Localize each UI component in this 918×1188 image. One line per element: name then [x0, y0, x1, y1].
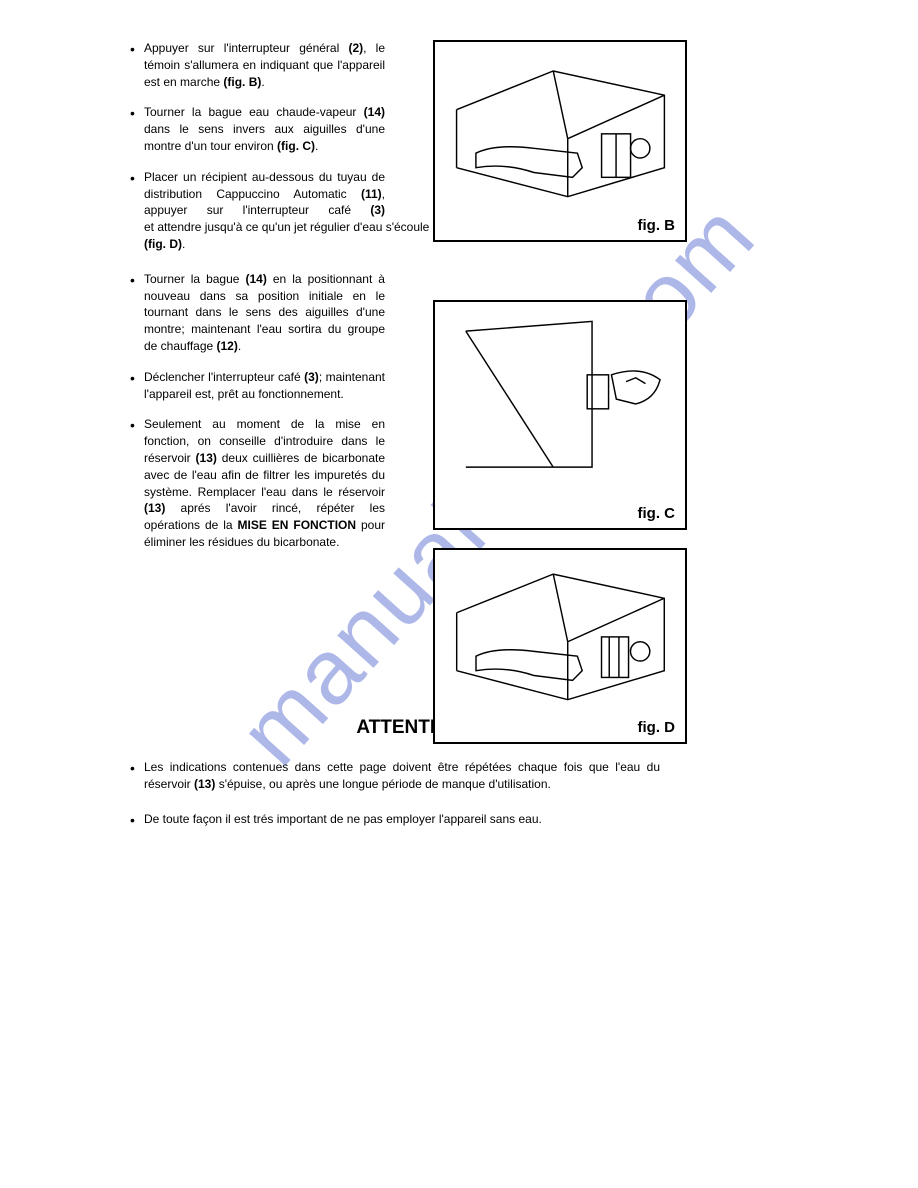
bullet-2: Tourner la bague eau chaude-vapeur (14) …	[130, 104, 385, 154]
figure-d-label: fig. D	[638, 717, 676, 738]
figure-b: fig. B	[433, 40, 687, 242]
bullet-6: Seulement au moment de la mise en foncti…	[130, 416, 385, 550]
attention-1-post: s'épuise, ou après une longue période de…	[215, 777, 550, 791]
bullet-1-ref2: (fig. B)	[223, 75, 261, 89]
bullet-2-pre: Tourner la bague eau chaude-vapeur	[144, 105, 364, 119]
bullet-2-ref1: (14)	[364, 105, 385, 119]
attention-1-ref1: (13)	[194, 777, 215, 791]
attention-2-text: De toute façon il est trés important de …	[144, 812, 542, 826]
bullet-1-text: Appuyer sur l'interrupteur général	[144, 41, 348, 55]
bullet-6-ref1: (13)	[196, 451, 217, 465]
bullet-2-post: .	[315, 139, 318, 153]
page-container: fig. B fig. C	[0, 0, 918, 882]
bullet-4: Tourner la bague (14) en la positionnant…	[130, 271, 385, 355]
bullet-1-post: .	[261, 75, 264, 89]
attention-1: Les indications contenues dans cette pag…	[130, 759, 660, 793]
figure-c-label: fig. C	[638, 503, 676, 524]
bullet-6-ref2: (13)	[144, 501, 165, 515]
bullet-5-ref1: (3)	[304, 370, 319, 384]
bullet-4-pre: Tourner la bague	[144, 272, 245, 286]
bullet-4-ref2: (12)	[217, 339, 238, 353]
bullet-6-ref3: MISE EN FONCTION	[238, 518, 357, 532]
bullet-3-ref3: (fig. D)	[144, 237, 182, 251]
bullet-3-post: .	[182, 237, 185, 251]
bullet-3: Placer un récipient au-dessous du tuyau …	[130, 169, 385, 253]
figure-c-drawing	[435, 302, 685, 504]
figure-d: fig. D	[433, 548, 687, 744]
bullet-4-post: .	[238, 339, 241, 353]
bullet-5: Déclencher l'interrupteur café (3); main…	[130, 369, 385, 403]
content-area: fig. B fig. C	[130, 40, 690, 828]
bullet-2-mid1: dans le sens invers aux aiguilles d'une …	[144, 122, 385, 153]
bullet-3-pre: Placer un récipient au-dessous du tuyau …	[144, 170, 385, 201]
figure-b-drawing	[435, 42, 685, 216]
bullet-3-ref2: (3)	[370, 203, 385, 217]
bullet-3-mid2: et attendre jusqu'à ce qu'un jet régulie…	[144, 219, 674, 236]
bullet-2-ref2: (fig. C)	[277, 139, 315, 153]
bullet-5-pre: Déclencher l'interrupteur café	[144, 370, 304, 384]
figure-d-drawing	[435, 550, 685, 718]
bullet-4-ref1: (14)	[245, 272, 266, 286]
bullet-3-ref1: (11)	[361, 187, 382, 201]
bullet-1: Appuyer sur l'interrupteur général (2), …	[130, 40, 385, 90]
attention-list: Les indications contenues dans cette pag…	[130, 759, 690, 827]
figure-c: fig. C	[433, 300, 687, 530]
bullet-1-ref1: (2)	[348, 41, 363, 55]
attention-2: De toute façon il est trés important de …	[130, 811, 660, 828]
